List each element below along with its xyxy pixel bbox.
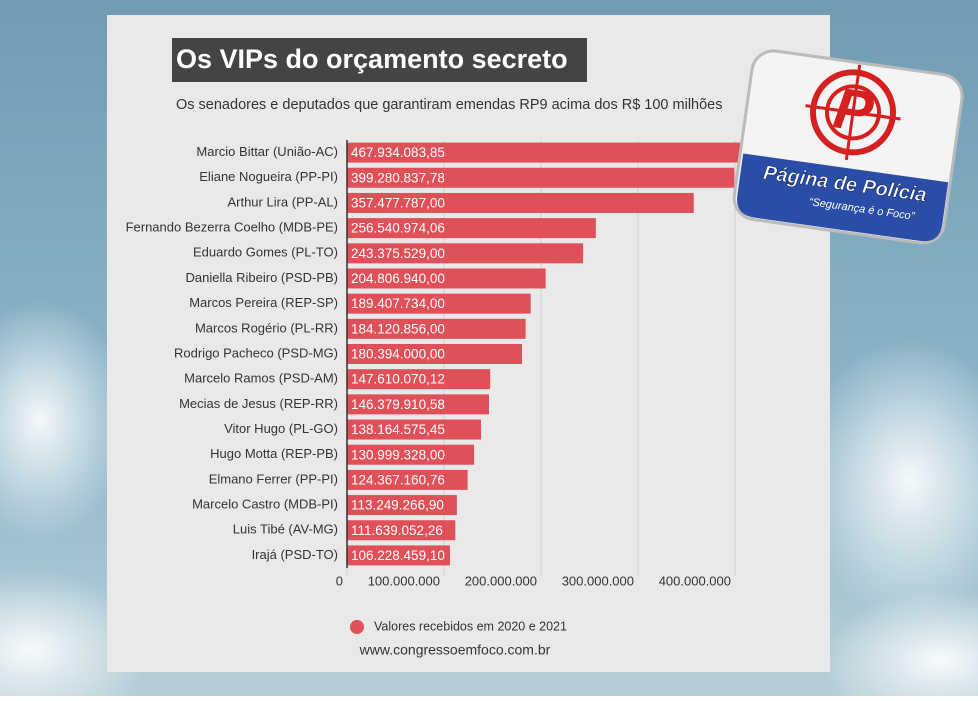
value-label: 184.120.856,00 — [351, 321, 445, 336]
bar — [347, 545, 451, 566]
value-label: 467.934.083,85 — [351, 145, 445, 160]
x-tick-label: 100.000.000 — [368, 573, 440, 588]
card — [107, 15, 830, 672]
x-tick-label: 200.000.000 — [465, 573, 537, 588]
chart-subtitle: Os senadores e deputados que garantiram … — [176, 97, 722, 113]
cloud — [0, 300, 130, 540]
value-label: 243.375.529,00 — [351, 246, 445, 261]
bar — [347, 318, 526, 339]
value-label: 256.540.974,06 — [351, 221, 445, 236]
bar — [347, 167, 735, 188]
bar — [347, 293, 531, 314]
y-tick-label: Daniella Ribeiro (PSD-PB) — [186, 270, 338, 285]
value-label: 180.394.000,00 — [351, 347, 445, 362]
cloud — [820, 590, 978, 701]
source: www.congressoemfoco.com.br — [359, 642, 551, 658]
logo-letter: P — [830, 75, 878, 145]
bar — [347, 142, 801, 163]
bar — [347, 268, 546, 289]
value-label: 146.379.910,58 — [351, 397, 445, 412]
bar — [347, 344, 522, 364]
x-tick-label: 400.000.000 — [659, 573, 731, 588]
value-label: 124.367.160,76 — [351, 472, 445, 487]
y-tick-label: Marcos Pereira (REP-SP) — [189, 295, 338, 310]
bar — [347, 444, 475, 465]
cloud — [800, 340, 978, 620]
y-tick-label: Eduardo Gomes (PL-TO) — [193, 245, 338, 260]
value-label: 189.407.734,00 — [351, 296, 445, 311]
value-label: 357.477.787,00 — [351, 196, 445, 211]
title-box — [172, 38, 587, 82]
x-tick-label: 300.000.000 — [562, 573, 634, 588]
y-tick-label: Luis Tibé (AV-MG) — [233, 522, 338, 537]
value-label: 113.249.266,90 — [351, 498, 444, 513]
bar — [347, 218, 596, 239]
chart-title: Os VIPs do orçamento secreto — [176, 44, 568, 74]
bar — [347, 520, 456, 541]
value-label: 147.610.070,12 — [351, 372, 445, 387]
y-tick-label: Irajá (PSD-TO) — [252, 547, 338, 562]
bar — [347, 419, 482, 440]
legend-swatch — [350, 620, 364, 634]
bar — [347, 369, 491, 390]
y-tick-label: Mecias de Jesus (REP-RR) — [179, 396, 338, 411]
y-tick-label: Eliane Nogueira (PP-PI) — [199, 169, 338, 184]
bar — [347, 394, 489, 415]
value-label: 130.999.328,00 — [351, 447, 445, 462]
value-label: 138.164.575,45 — [351, 422, 445, 437]
value-label: 399.280.837,78 — [351, 170, 445, 185]
plot: 467.934.083,85 399.280.837,78 357.477.787,… — [346, 140, 801, 576]
y-tick-label: Vitor Hugo (PL-GO) — [224, 421, 338, 436]
bar — [347, 495, 457, 516]
y-tick-label: Marcelo Ramos (PSD-AM) — [184, 371, 338, 386]
logo: P Página de Polícia “Segurança é o Foco” — [732, 49, 964, 245]
logo-banner — [737, 153, 949, 242]
y-tick-label: Marcelo Castro (MDB-PI) — [192, 496, 338, 511]
y-tick-label: Arthur Lira (PP-AL) — [227, 194, 338, 209]
y-tick-label: Rodrigo Pacheco (PSD-MG) — [174, 345, 338, 360]
logo-crosshair — [805, 104, 901, 121]
value-label: 204.806.940,00 — [351, 271, 445, 286]
y-tick-label: Fernando Bezerra Coelho (MDB-PE) — [126, 220, 338, 235]
y-tick-label: Elmano Ferrer (PP-PI) — [209, 471, 338, 486]
bar — [347, 469, 468, 490]
x-tick-label: 0 — [336, 573, 343, 588]
y-tick-label: Hugo Motta (REP-PB) — [210, 446, 338, 461]
y-tick-label: Marcos Rogério (PL-RR) — [195, 320, 338, 335]
bar — [347, 192, 694, 213]
value-label: 111.639.052,26 — [351, 523, 443, 538]
y-tick-label: Marcio Bittar (União-AC) — [196, 144, 338, 159]
value-label: 106.228.459,10 — [351, 548, 445, 563]
bar — [347, 243, 584, 264]
legend-label: Valores recebidos em 2020 e 2021 — [374, 619, 567, 633]
